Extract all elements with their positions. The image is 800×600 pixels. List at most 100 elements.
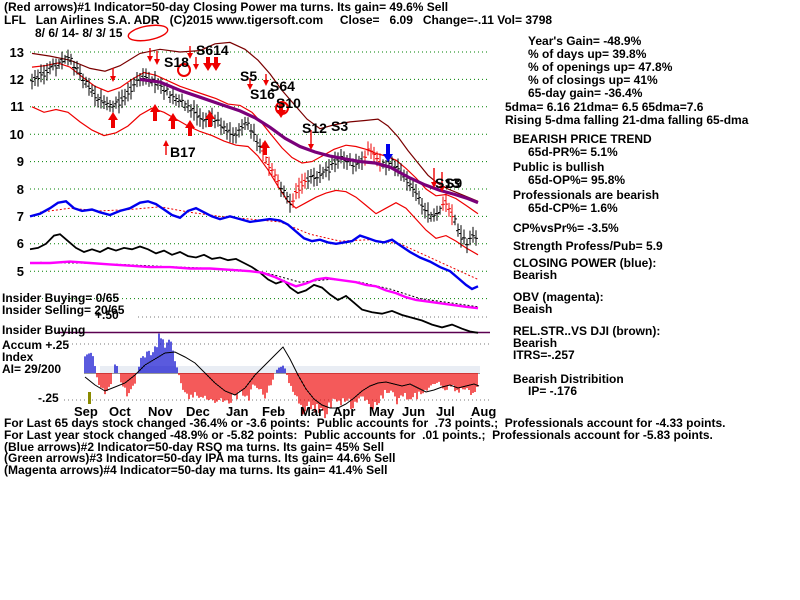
up-arrow (188, 126, 192, 136)
upper-band-line (31, 62, 479, 215)
up-arrow (208, 117, 212, 127)
insider-label: +.50 (95, 308, 119, 322)
insider-label: Insider Selling= 20/65 (2, 303, 125, 317)
stat-line: 65-day gain= -36.4% (528, 86, 643, 100)
up-arrow (171, 119, 175, 129)
insider-label: Accum +.25 (2, 338, 70, 352)
down-arrow-head (247, 84, 253, 90)
up-arrow-head (150, 104, 160, 112)
up-arrow (111, 118, 115, 128)
sell-signal-label: S12 (302, 120, 327, 136)
insider-label: Insider Buying (2, 323, 86, 337)
closing-power-line (29, 200, 479, 291)
stat-line: 65d-PR%= 5.1% (528, 145, 618, 159)
price-axis-label: 5 (16, 263, 24, 279)
lower-band-line (31, 106, 479, 256)
price-axis-label: 12 (9, 71, 24, 87)
stat-line: Bearish (513, 268, 558, 282)
sell-signal-label: S18 (164, 54, 189, 70)
red-circle-marker (177, 63, 191, 77)
summary-line: For Last year stock changed -48.9% or -5… (4, 428, 713, 442)
down-arrow (279, 104, 283, 112)
stat-line: CP%vsPr%= -3.5% (513, 221, 619, 235)
down-arrow-head (147, 56, 153, 62)
obv-line (30, 260, 479, 310)
month-label: Feb (262, 404, 286, 419)
month-label: Sep (74, 404, 98, 419)
stat-line: Year's Gain= -48.9% (528, 34, 642, 48)
purple-ma-line (139, 77, 479, 205)
sell-signal-label: S16 (250, 86, 275, 102)
month-label: May (369, 404, 395, 419)
summary-line: For Last 65 days stock changed -36.4% or… (4, 416, 726, 430)
month-label: Jun (402, 404, 426, 419)
stat-line: OBV (magenta): (513, 290, 604, 304)
down-arrow-head (439, 186, 445, 192)
down-arrow-head (431, 182, 437, 188)
up-arrow-head (205, 111, 215, 119)
down-arrow-head (110, 76, 116, 82)
accum-ma-line (84, 346, 480, 409)
indicator-1-line: (Red arrows)#1 Indicator=50-day Closing … (4, 0, 449, 14)
up-arrow-head (260, 140, 270, 148)
stat-line: IP= -.176 (528, 384, 578, 398)
price-axis-label: 7 (16, 208, 24, 224)
ticker-title-line: LFL Lan Airlines S.A. ADR (C)2015 www.ti… (4, 13, 553, 27)
sell-signal-label: S64 (270, 78, 295, 94)
stat-line: % of days up= 39.8% (528, 47, 647, 61)
stat-line: Bearish (513, 336, 558, 350)
price-axis-label: 6 (16, 236, 24, 252)
down-arrow-head (383, 154, 393, 162)
stat-line: % of closings up= 41% (528, 73, 658, 87)
sell-signal-label: S5 (240, 68, 258, 84)
month-label: Oct (109, 404, 131, 419)
yellow-tick-marker (88, 392, 91, 404)
down-arrow (214, 57, 218, 65)
month-label: Jul (436, 404, 455, 419)
stat-line: REL.STR..VS DJI (brown): (513, 324, 661, 338)
insider-label: Insider Buying= 0/65 (2, 291, 120, 305)
up-arrow (153, 110, 157, 121)
summary-line: (Green arrows)#3 Indicator=50-day IPA ma… (4, 451, 396, 465)
down-arrow-head (263, 80, 269, 86)
buy-signal-label: B17 (170, 144, 196, 160)
sell-signal-label: S9 (445, 175, 463, 191)
date-range: 8/ 6/ 14- 8/ 3/ 15 (35, 26, 123, 40)
price-axis-label: 13 (9, 44, 24, 60)
sell-signal-label: S614 (196, 42, 229, 58)
down-arrow (206, 57, 210, 65)
down-arrow (386, 144, 390, 156)
stat-line: ITRS=-.257 (513, 348, 575, 362)
stat-line: CLOSING POWER (blue): (513, 256, 657, 270)
sell-signal-label: S3 (331, 118, 349, 134)
month-label: Dec (186, 404, 210, 419)
stat-line: % of openings up= 47.8% (528, 60, 673, 74)
red-circle-marker (275, 101, 289, 115)
price-axis-label: 8 (16, 181, 24, 197)
stat-line: Rising 5-dma falling 21-dma falling 65-d… (505, 113, 749, 127)
insider-label: -.25 (38, 391, 59, 405)
cp-ma-dotted-line (39, 206, 479, 280)
stat-line: 5dma= 6.16 21dma= 6.5 65dma=7.6 (505, 100, 704, 114)
stat-line: Public is bullish (513, 160, 605, 174)
stat-line: 65d-CP%= 1.6% (528, 201, 618, 215)
stat-line: Beaish (513, 302, 553, 316)
down-arrow-head (154, 59, 160, 65)
month-label: Apr (333, 404, 356, 419)
sell-signal-label: S10 (276, 95, 301, 111)
up-arrow-head (185, 120, 195, 128)
obv-ma-dotted-line (39, 261, 479, 308)
insider-label: Index (2, 350, 34, 364)
down-arrow-head (203, 63, 213, 71)
summary-line: (Blue arrows)#2 Indicator=50-day RSQ ma … (4, 440, 385, 454)
down-arrow-head (211, 63, 221, 71)
sell-signal-label: S13 (435, 175, 460, 191)
up-arrow-head (163, 140, 169, 146)
histogram-shade (100, 366, 480, 373)
date-scribble-mark (127, 24, 169, 42)
outer-band-line (31, 41, 479, 202)
month-label: Mar (300, 404, 324, 419)
relative-strength-line (29, 233, 479, 334)
stat-line: BEARISH PRICE TREND (513, 132, 652, 146)
